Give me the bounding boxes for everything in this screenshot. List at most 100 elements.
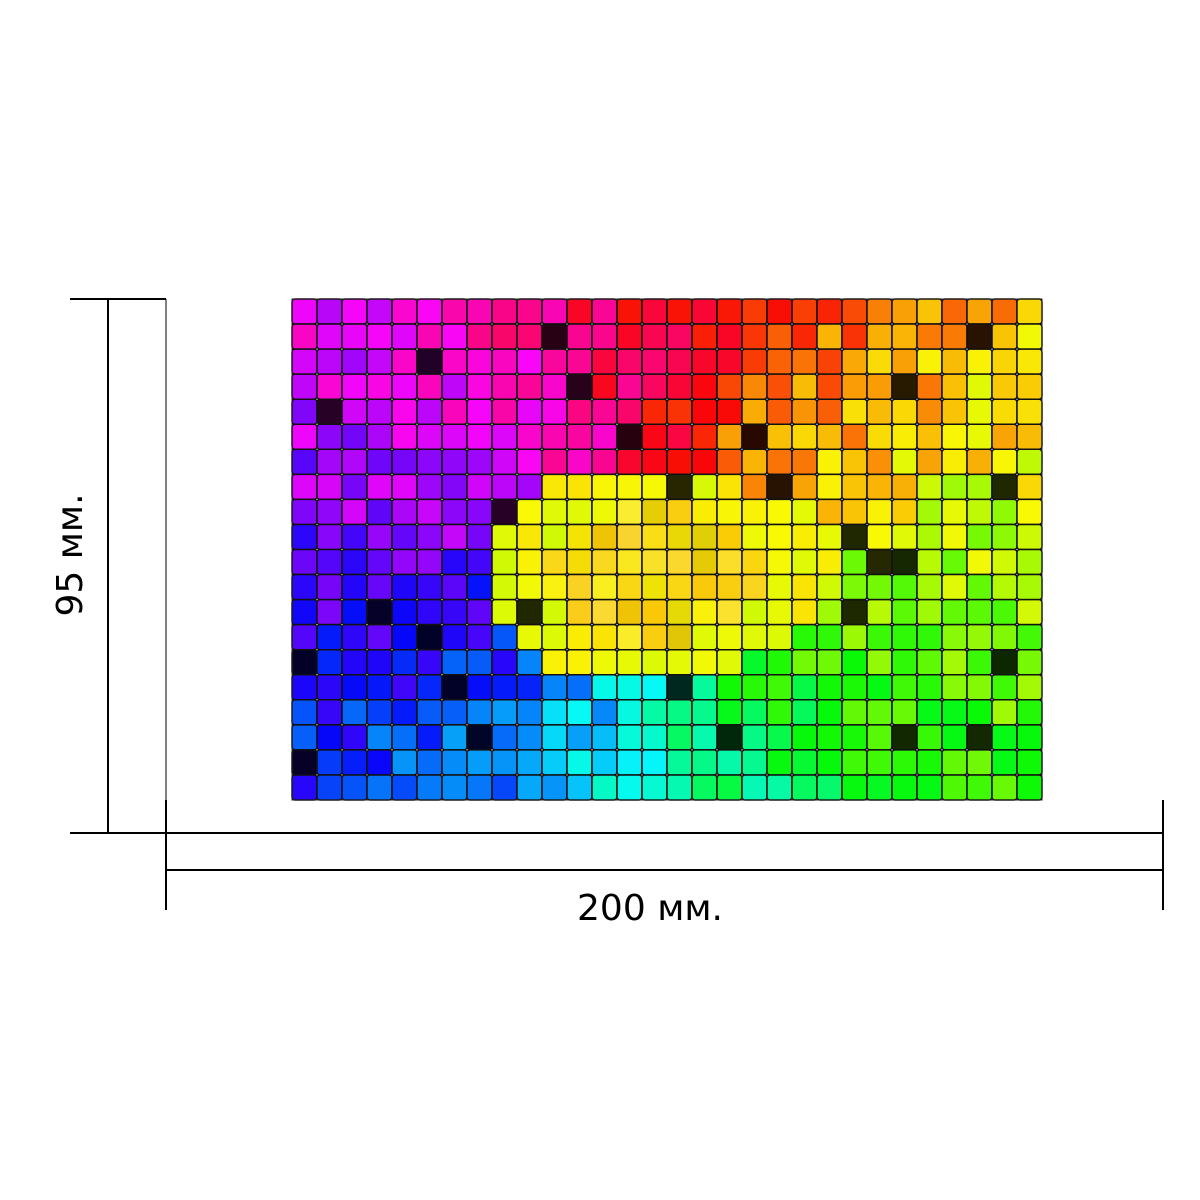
- mosaic-tile: [916, 573, 943, 601]
- mosaic-tile: [366, 498, 393, 526]
- mosaic-tile: [391, 473, 418, 501]
- mosaic-tile: [566, 598, 593, 626]
- mosaic-tile: [716, 774, 743, 801]
- mosaic-tile: [666, 674, 693, 701]
- mosaic-tile: [941, 348, 968, 375]
- mosaic-tile: [1016, 623, 1043, 651]
- mosaic-tile: [866, 423, 893, 451]
- mosaic-tile: [666, 348, 693, 375]
- mosaic-tile: [891, 724, 918, 751]
- mosaic-tile: [741, 598, 768, 626]
- mosaic-tile: [666, 373, 693, 400]
- mosaic-tile: [841, 298, 868, 325]
- mosaic-tile: [966, 623, 993, 651]
- mosaic-tile: [391, 699, 418, 726]
- mosaic-tile: [416, 598, 443, 626]
- mosaic-tile: [866, 749, 893, 776]
- mosaic-tile: [666, 323, 693, 350]
- mosaic-tile: [566, 623, 593, 651]
- mosaic-tile: [341, 423, 368, 451]
- mosaic-tile: [666, 598, 693, 626]
- mosaic-tile: [441, 348, 468, 375]
- mosaic-tile: [941, 774, 968, 801]
- mosaic-tile: [841, 473, 868, 501]
- mosaic-tile: [666, 623, 693, 651]
- mosaic-tile: [466, 348, 493, 375]
- mosaic-tile: [991, 598, 1018, 626]
- mosaic-tile: [966, 348, 993, 375]
- mosaic-tile: [416, 623, 443, 651]
- mosaic-tile: [441, 648, 468, 676]
- mosaic-tile: [291, 774, 318, 801]
- mosaic-tile: [716, 573, 743, 601]
- mosaic-tile: [716, 473, 743, 501]
- mosaic-tile: [566, 498, 593, 526]
- mosaic-tile: [491, 749, 518, 776]
- mosaic-tile: [941, 674, 968, 701]
- mosaic-tile: [616, 724, 643, 751]
- mosaic-tile: [816, 423, 843, 451]
- mosaic-tile: [366, 398, 393, 426]
- mosaic-tile: [966, 648, 993, 676]
- mosaic-tile: [966, 498, 993, 526]
- mosaic-tile: [691, 348, 718, 375]
- mosaic-tile: [991, 373, 1018, 400]
- mosaic-tile: [666, 548, 693, 576]
- mosaic-tile: [341, 323, 368, 350]
- mosaic-tile: [916, 774, 943, 801]
- mosaic-tile: [316, 548, 343, 576]
- mosaic-tile: [291, 448, 318, 476]
- mosaic-tile: [941, 623, 968, 651]
- mosaic-tile: [891, 573, 918, 601]
- mosaic-tile: [641, 548, 668, 576]
- mosaic-tile: [316, 573, 343, 601]
- mosaic-tile: [491, 774, 518, 801]
- mosaic-tile: [941, 298, 968, 325]
- mosaic-tile: [291, 648, 318, 676]
- mosaic-tile: [591, 398, 618, 426]
- mosaic-tile: [716, 674, 743, 701]
- mosaic-tile: [641, 623, 668, 651]
- mosaic-tile: [416, 674, 443, 701]
- mosaic-tile: [591, 323, 618, 350]
- mosaic-tile: [616, 573, 643, 601]
- mosaic-tile: [616, 648, 643, 676]
- mosaic-tile: [966, 573, 993, 601]
- mosaic-tile: [666, 774, 693, 801]
- mosaic-tile: [391, 724, 418, 751]
- mosaic-tile: [616, 298, 643, 325]
- mosaic-tile: [866, 448, 893, 476]
- mosaic-tile: [441, 548, 468, 576]
- mosaic-tile: [766, 648, 793, 676]
- mosaic-tile: [691, 298, 718, 325]
- mosaic-tile: [816, 473, 843, 501]
- mosaic-tile: [941, 699, 968, 726]
- mosaic-tile: [366, 473, 393, 501]
- mosaic-tile: [816, 298, 843, 325]
- mosaic-tile: [716, 323, 743, 350]
- mosaic-tile: [316, 749, 343, 776]
- mosaic-tile: [541, 448, 568, 476]
- mosaic-tile: [741, 423, 768, 451]
- mosaic-tile: [616, 373, 643, 400]
- mosaic-tile: [641, 749, 668, 776]
- mosaic-tile: [641, 323, 668, 350]
- mosaic-tile: [841, 348, 868, 375]
- mosaic-tile: [966, 548, 993, 576]
- mosaic-tile: [541, 598, 568, 626]
- mosaic-tile: [366, 323, 393, 350]
- mosaic-tile: [691, 548, 718, 576]
- mosaic-tile: [716, 298, 743, 325]
- mosaic-tile: [891, 323, 918, 350]
- mosaic-tile: [516, 598, 543, 626]
- mosaic-tile: [441, 623, 468, 651]
- mosaic-tile: [566, 774, 593, 801]
- mosaic-tile: [891, 348, 918, 375]
- mosaic-tile: [816, 548, 843, 576]
- mosaic-tile: [341, 473, 368, 501]
- mosaic-tile: [591, 623, 618, 651]
- mosaic-tile: [566, 448, 593, 476]
- mosaic-tile: [1016, 373, 1043, 400]
- mosaic-tile: [966, 298, 993, 325]
